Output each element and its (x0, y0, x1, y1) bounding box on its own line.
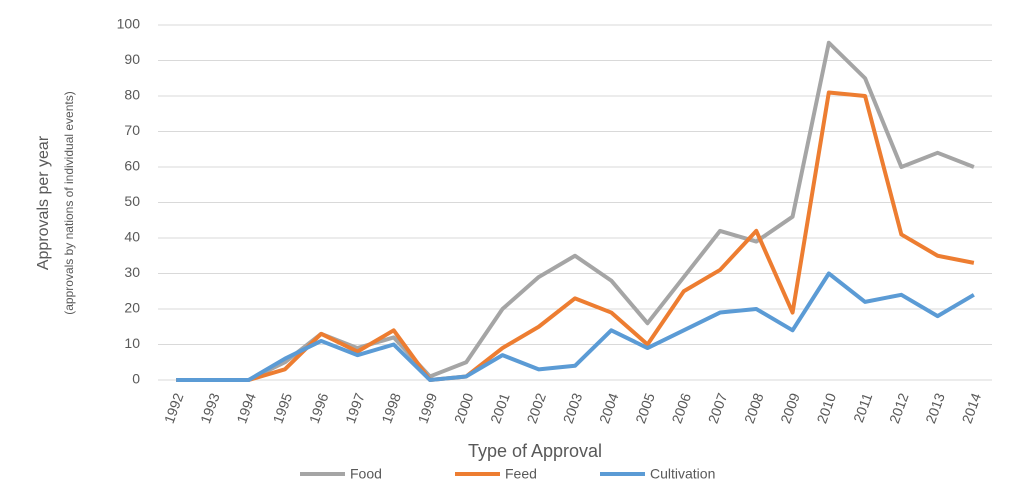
series-line (176, 90, 975, 382)
y-tick-label: 70 (124, 122, 140, 138)
y-tick-label: 90 (124, 51, 140, 67)
x-tick-label: 1995 (270, 391, 296, 426)
x-tick-label: 2014 (958, 391, 984, 426)
y-tick-label: 10 (124, 335, 140, 351)
y-tick-label: 100 (117, 16, 141, 32)
y-tick-label: 80 (124, 87, 140, 103)
x-tick-label: 2007 (705, 391, 731, 426)
y-tick-label: 20 (124, 300, 140, 316)
y-axis-subtitle: (approvals by nations of individual even… (62, 91, 76, 314)
y-tick-label: 0 (132, 371, 140, 387)
x-axis-title: Type of Approval (468, 441, 602, 461)
x-tick-label: 1996 (306, 391, 332, 426)
x-tick-label: 2009 (777, 391, 803, 426)
y-tick-label: 50 (124, 193, 140, 209)
x-tick-label: 1997 (342, 391, 368, 426)
x-tick-label: 2004 (596, 391, 622, 426)
x-tick-label: 2013 (922, 391, 948, 426)
y-tick-label: 30 (124, 264, 140, 280)
y-tick-label: 60 (124, 158, 140, 174)
x-tick-label: 1998 (378, 391, 404, 426)
x-tick-label: 2010 (813, 391, 839, 426)
x-tick-label: 2011 (850, 391, 875, 425)
y-tick-label: 40 (124, 229, 140, 245)
x-tick-label: 2008 (741, 391, 767, 426)
series-line (176, 271, 975, 382)
x-tick-label: 2001 (487, 391, 513, 426)
x-tick-label: 1992 (161, 391, 187, 426)
x-tick-label: 2003 (560, 391, 586, 426)
y-axis-title: Approvals per year (35, 135, 52, 270)
legend-label: Cultivation (650, 466, 715, 482)
x-tick-label: 2000 (451, 391, 477, 426)
x-tick-label: 1993 (197, 391, 223, 426)
x-tick-label: 1994 (233, 391, 259, 426)
x-tick-label: 2002 (523, 391, 549, 426)
x-tick-label: 2012 (886, 391, 912, 426)
legend-label: Food (350, 466, 382, 482)
x-tick-label: 1999 (415, 391, 441, 426)
x-tick-label: 2006 (668, 391, 694, 426)
x-tick-label: 2005 (632, 391, 658, 426)
legend-label: Feed (505, 466, 537, 482)
